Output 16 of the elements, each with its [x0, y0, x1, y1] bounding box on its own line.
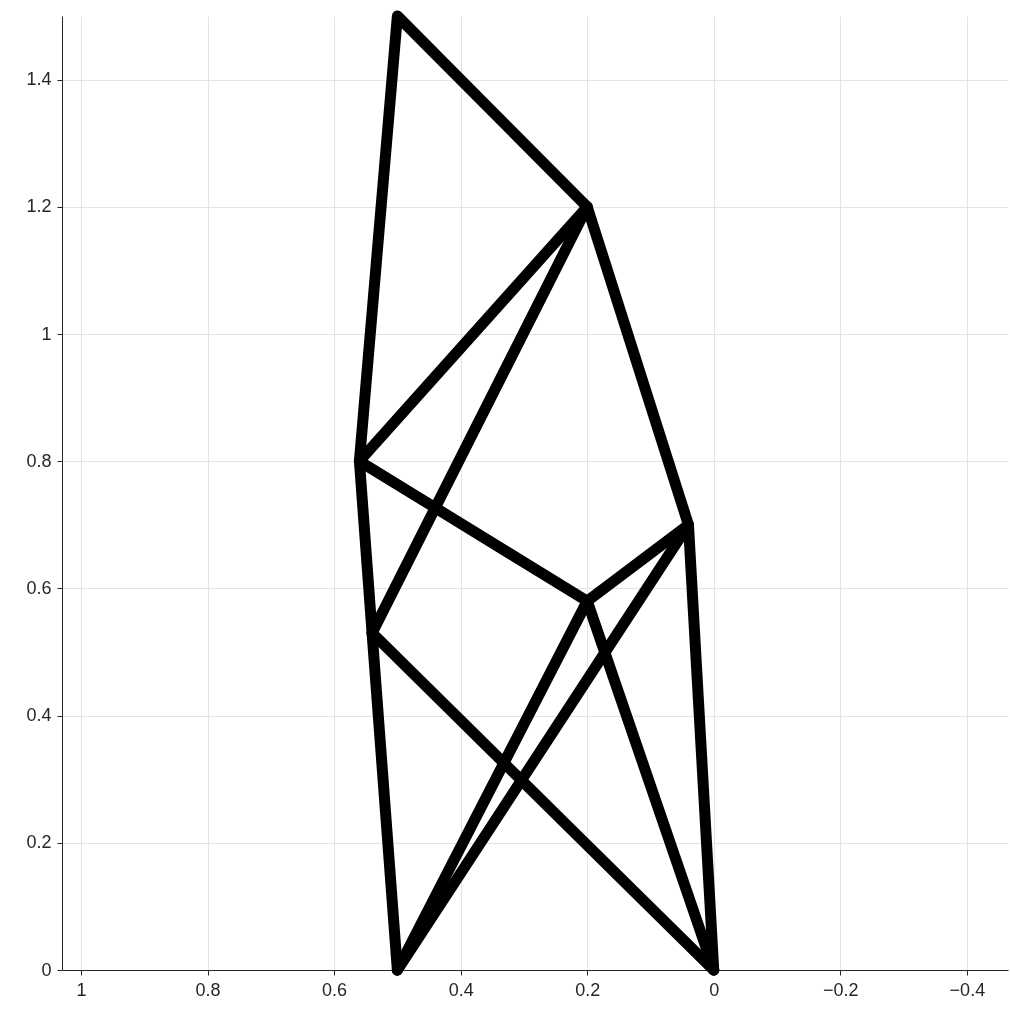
y-tick-label: 1.2 [26, 196, 52, 217]
y-tick-label: 0.8 [26, 450, 52, 471]
y-tick-label: 0.6 [26, 577, 52, 598]
x-tick-label: 0.4 [448, 979, 474, 1000]
y-tick-label: 1 [41, 323, 52, 344]
y-tick-label: 1.4 [26, 69, 52, 90]
y-tick-label: 0 [41, 959, 52, 980]
y-tick-label: 0.4 [26, 705, 52, 726]
x-tick-label: −0.4 [949, 979, 986, 1000]
x-tick-label: 1 [76, 979, 87, 1000]
x-tick-label: 0 [709, 979, 720, 1000]
x-tick-label: 0.2 [575, 979, 601, 1000]
x-tick-label: −0.2 [823, 979, 859, 1000]
x-tick-label: 0.8 [195, 979, 221, 1000]
y-tick-label: 0.2 [26, 832, 52, 853]
x-tick-label: 0.6 [322, 979, 348, 1000]
